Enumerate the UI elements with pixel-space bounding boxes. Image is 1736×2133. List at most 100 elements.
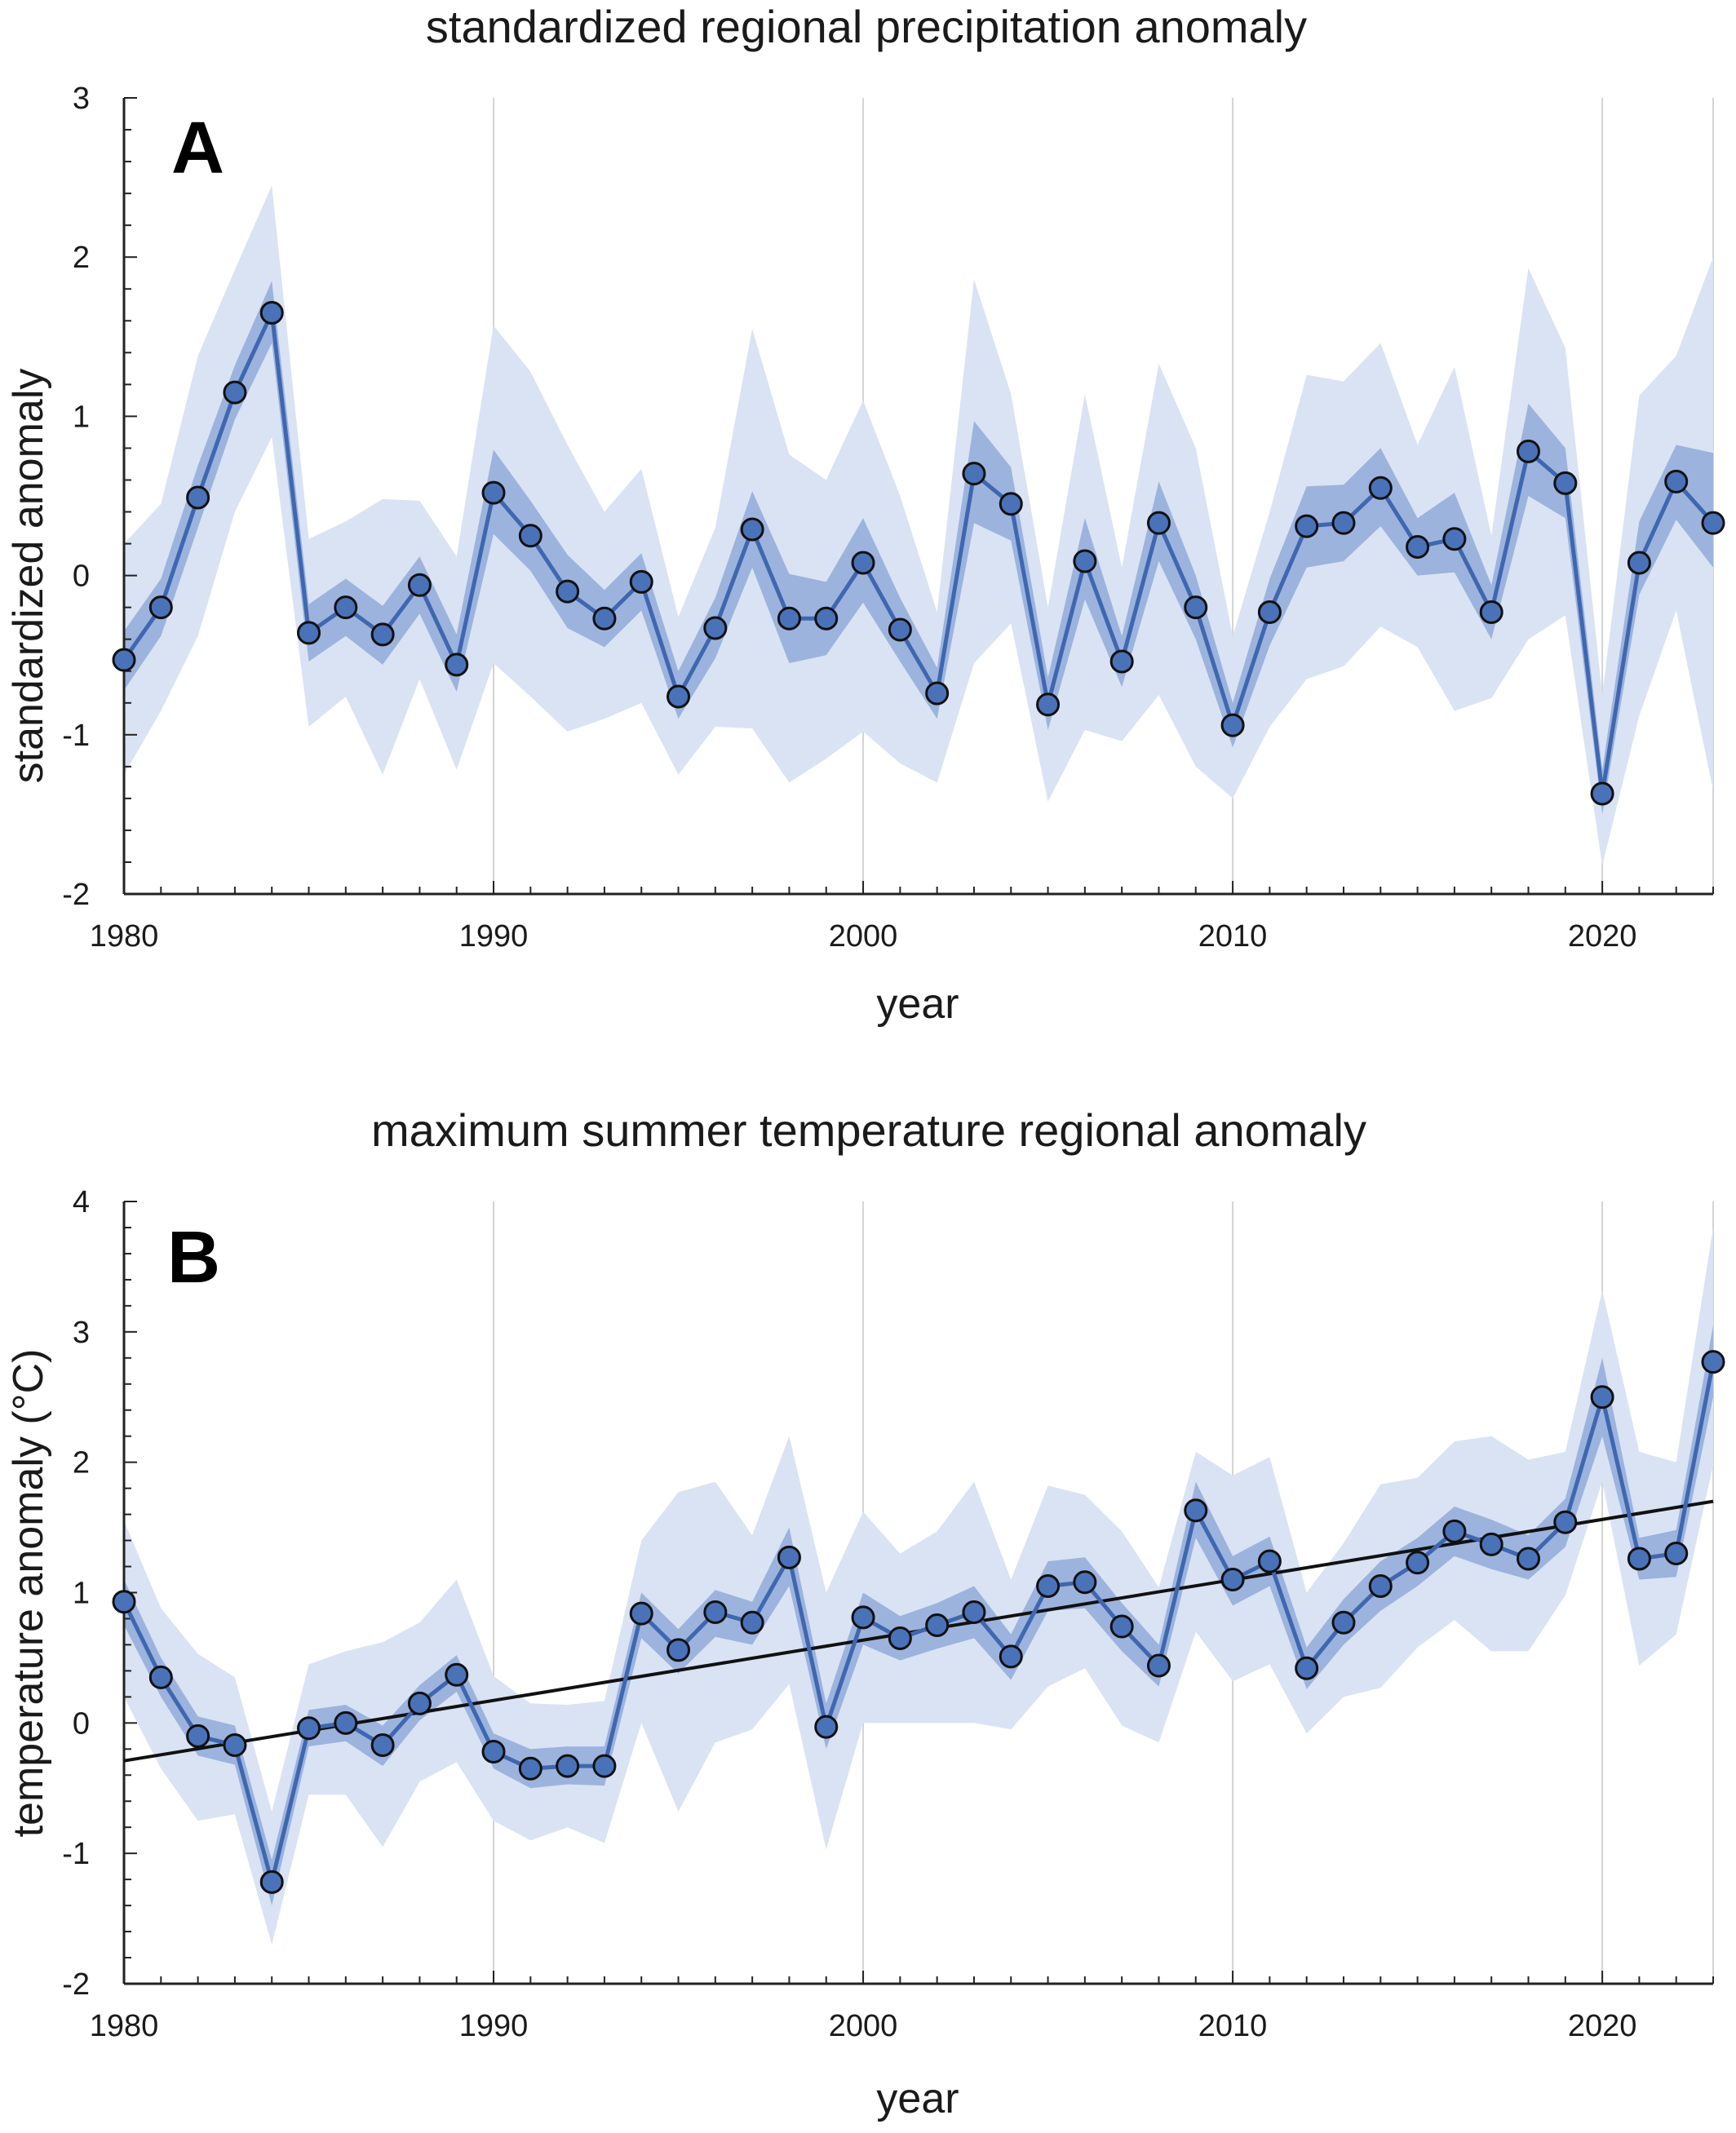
panel-b-x-tick-label: 2010 — [1198, 2009, 1268, 2043]
panel-a-outer-band-area — [124, 185, 1713, 865]
panel-a-data-point — [1664, 469, 1689, 493]
panel-b-data-point — [370, 1733, 395, 1758]
panel-a-data-point — [1406, 534, 1430, 559]
panel-a-data-point — [740, 517, 764, 542]
panel-a-data-point — [1295, 514, 1319, 538]
panel-b-data-point — [888, 1626, 912, 1650]
panel-a-data-point — [1220, 713, 1245, 737]
panel-a-data-point — [1627, 551, 1651, 575]
panel-a-y-tick-label: 1 — [73, 400, 90, 434]
panel-b-data-point — [481, 1739, 506, 1763]
panel-b-data-point — [1036, 1574, 1061, 1599]
panel-b-letter: B — [167, 1217, 220, 1299]
panel-b-outer-band — [124, 1228, 1713, 1945]
panel-a-y-tick-label: 3 — [73, 82, 90, 116]
panel-b-data-point — [703, 1600, 728, 1624]
panel-b-data-point — [186, 1724, 210, 1748]
panel-a-data-point — [297, 621, 321, 645]
panel-b-data-point — [1184, 1498, 1208, 1523]
panel-b-y-tick-label: 4 — [73, 1185, 90, 1219]
panel-b-data-point — [629, 1601, 653, 1626]
panel-b-temperature-chart: maximum summer temperature regional anom… — [5, 1104, 1725, 2122]
panel-a-data-point — [1368, 476, 1393, 500]
panel-b-series — [112, 1350, 1725, 1894]
panel-a-data-point — [1073, 549, 1097, 573]
panel-b-data-point — [777, 1545, 801, 1569]
panel-b-data-point — [1331, 1610, 1356, 1635]
panel-a-data-point — [1184, 595, 1208, 620]
panel-b-data-point — [962, 1600, 986, 1624]
panel-a-y-tick-label: 0 — [73, 560, 90, 594]
panel-b-data-point — [1073, 1570, 1097, 1595]
panel-a-x-tick-label: 1990 — [459, 919, 529, 954]
panel-a-y-tick-label: 2 — [73, 241, 90, 275]
panel-a-data-point — [148, 595, 173, 620]
panel-b-data-point — [259, 1870, 284, 1894]
panel-a-data-point — [1331, 511, 1356, 535]
panel-b-data-point — [334, 1710, 358, 1735]
panel-b-y-tick-label: 3 — [73, 1316, 90, 1350]
panel-b-data-point — [223, 1733, 247, 1758]
panel-a-x-tick-label: 2010 — [1198, 919, 1268, 954]
panel-b-data-point — [814, 1715, 839, 1739]
panel-b-x-tick-label: 2000 — [829, 2009, 898, 2043]
panel-b-data-point — [556, 1754, 580, 1778]
panel-a-data-point — [962, 462, 986, 486]
panel-b-data-point — [1701, 1350, 1725, 1374]
panel-a-data-point — [1257, 600, 1282, 624]
panel-a-data-point — [592, 606, 617, 631]
panel-a-data-point — [259, 301, 284, 325]
panel-a-data-point — [1553, 471, 1578, 495]
panel-b-data-point — [851, 1605, 875, 1630]
panel-a-x-tick-label: 2000 — [829, 919, 898, 954]
panel-a-letter: A — [171, 108, 224, 189]
panel-b-data-point — [1368, 1574, 1393, 1599]
panel-a-data-point — [629, 569, 653, 594]
panel-a-data-point — [556, 579, 580, 604]
panel-a-data-point — [1516, 439, 1540, 463]
panel-a-data-point — [999, 492, 1023, 516]
panel-b-data-point — [112, 1590, 136, 1614]
panel-b-data-point — [518, 1756, 542, 1781]
panel-b-data-point — [297, 1716, 321, 1741]
panel-b-y-tick-label: -2 — [62, 1967, 90, 2002]
panel-b-data-point — [1627, 1547, 1651, 1571]
panel-a-x-tick-label: 2020 — [1568, 919, 1637, 954]
panel-b-data-point — [148, 1665, 173, 1689]
panel-b-y-tick-label: -1 — [62, 1837, 90, 1871]
panel-a-data-point — [1479, 600, 1504, 624]
panel-a-axes: -2 -1 0 1 2 3 1980 1990 2000 2010 2020 — [62, 82, 1714, 954]
panel-a-data-point — [666, 684, 691, 709]
panel-b-y-tick-label: 2 — [73, 1446, 90, 1480]
panel-b-axes: -2 -1 0 1 2 3 4 1980 1990 2000 2010 2020 — [62, 1185, 1714, 2043]
panel-a-data-point — [370, 622, 395, 647]
panel-b-title: maximum summer temperature regional anom… — [371, 1104, 1366, 1156]
panel-b-data-point — [740, 1610, 764, 1635]
panel-a-x-axis-label: year — [876, 980, 959, 1028]
panel-a-y-tick-label: -1 — [62, 719, 90, 753]
panel-b-outer-band-area — [124, 1228, 1713, 1945]
panel-b-data-point — [1146, 1653, 1171, 1678]
panel-b-data-point — [1109, 1614, 1134, 1639]
panel-a-data-point — [925, 681, 950, 706]
panel-b-data-point — [1516, 1547, 1540, 1571]
panel-b-data-point — [1553, 1510, 1578, 1534]
panel-b-data-point — [666, 1638, 691, 1662]
panel-b-data-point — [1590, 1385, 1614, 1409]
panel-b-data-point — [1479, 1532, 1504, 1556]
panel-a-data-point — [1036, 693, 1061, 717]
panel-b-data-point — [999, 1644, 1023, 1669]
panel-b-data-point — [1257, 1549, 1282, 1573]
panel-a-data-point — [703, 616, 728, 640]
panel-a-x-tick-label: 1980 — [90, 919, 159, 954]
panel-b-y-axis-label: temperature anomaly (°C) — [5, 1349, 52, 1838]
panel-b-data-point — [445, 1662, 469, 1687]
panel-a-data-point — [518, 524, 542, 548]
panel-b-data-point — [1442, 1519, 1467, 1543]
panel-a-data-point — [186, 485, 210, 510]
panel-a-data-point — [445, 653, 469, 677]
panel-a-data-point — [851, 551, 875, 575]
panel-b-x-tick-label: 1980 — [90, 2009, 159, 2043]
panel-a-data-point — [1109, 649, 1134, 674]
